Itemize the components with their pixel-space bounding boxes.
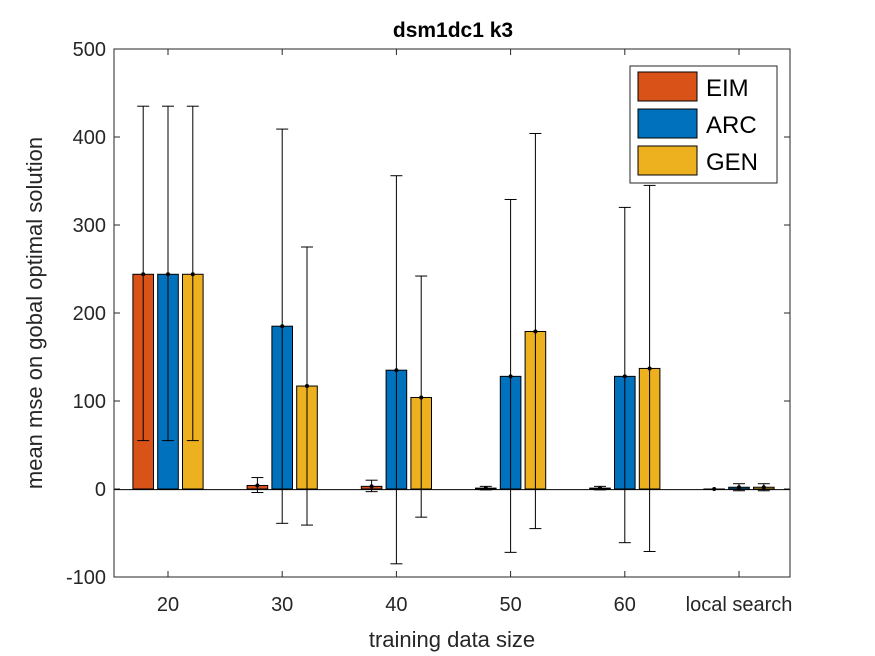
plot-frame — [113, 48, 791, 578]
x-tick-label: 50 — [499, 594, 521, 616]
y-tick-label: 0 — [95, 479, 106, 501]
legend-label-gen: GEN — [706, 149, 758, 176]
mean-marker — [255, 483, 260, 488]
error-bars-group — [137, 105, 770, 565]
mean-marker — [190, 272, 195, 277]
y-tick-label: -100 — [66, 567, 106, 589]
y-tick-label: 200 — [73, 303, 106, 325]
y-tick-label: 400 — [73, 127, 106, 149]
chart-title: dsm1dc1 k3 — [393, 19, 513, 42]
x-axis-label: training data size — [369, 627, 535, 652]
legend-swatch-eim — [637, 71, 698, 102]
mean-marker — [761, 485, 766, 490]
x-tick-label: 60 — [614, 594, 636, 616]
mean-marker — [622, 374, 627, 379]
y-tick-label: 100 — [73, 391, 106, 413]
mean-marker — [141, 272, 146, 277]
x-tick-label: 40 — [385, 594, 407, 616]
mean-marker — [508, 374, 513, 379]
y-axis-label: mean mse on gobal optimal solution — [22, 137, 47, 489]
mean-marker — [166, 272, 170, 277]
mean-marker — [394, 368, 399, 373]
y-axis-ticks: -100 0 100 200 300 400 500 — [66, 39, 790, 589]
x-tick-label: 20 — [157, 594, 179, 616]
legend-swatch-gen — [637, 145, 698, 176]
x-tick-label: 30 — [271, 594, 293, 616]
legend: EIM ARC GEN — [629, 65, 778, 184]
mean-marker — [533, 329, 538, 334]
mean-marker — [647, 366, 652, 371]
x-tick-label: local search — [686, 594, 793, 616]
mean-marker — [419, 395, 424, 400]
x-axis-ticks: 20 30 40 50 60 local search — [157, 49, 792, 616]
mean-marker — [369, 484, 374, 489]
mean-marker — [712, 487, 717, 491]
mean-marker — [598, 486, 602, 491]
legend-label-eim: EIM — [706, 75, 749, 102]
legend-label-arc: ARC — [706, 112, 757, 139]
mean-marker — [305, 384, 309, 389]
mean-marker — [737, 485, 741, 490]
y-tick-label: 500 — [73, 39, 106, 61]
mean-marker — [483, 486, 488, 491]
y-tick-label: 300 — [73, 215, 106, 237]
mean-marker — [280, 324, 285, 329]
legend-swatch-arc — [637, 108, 698, 139]
